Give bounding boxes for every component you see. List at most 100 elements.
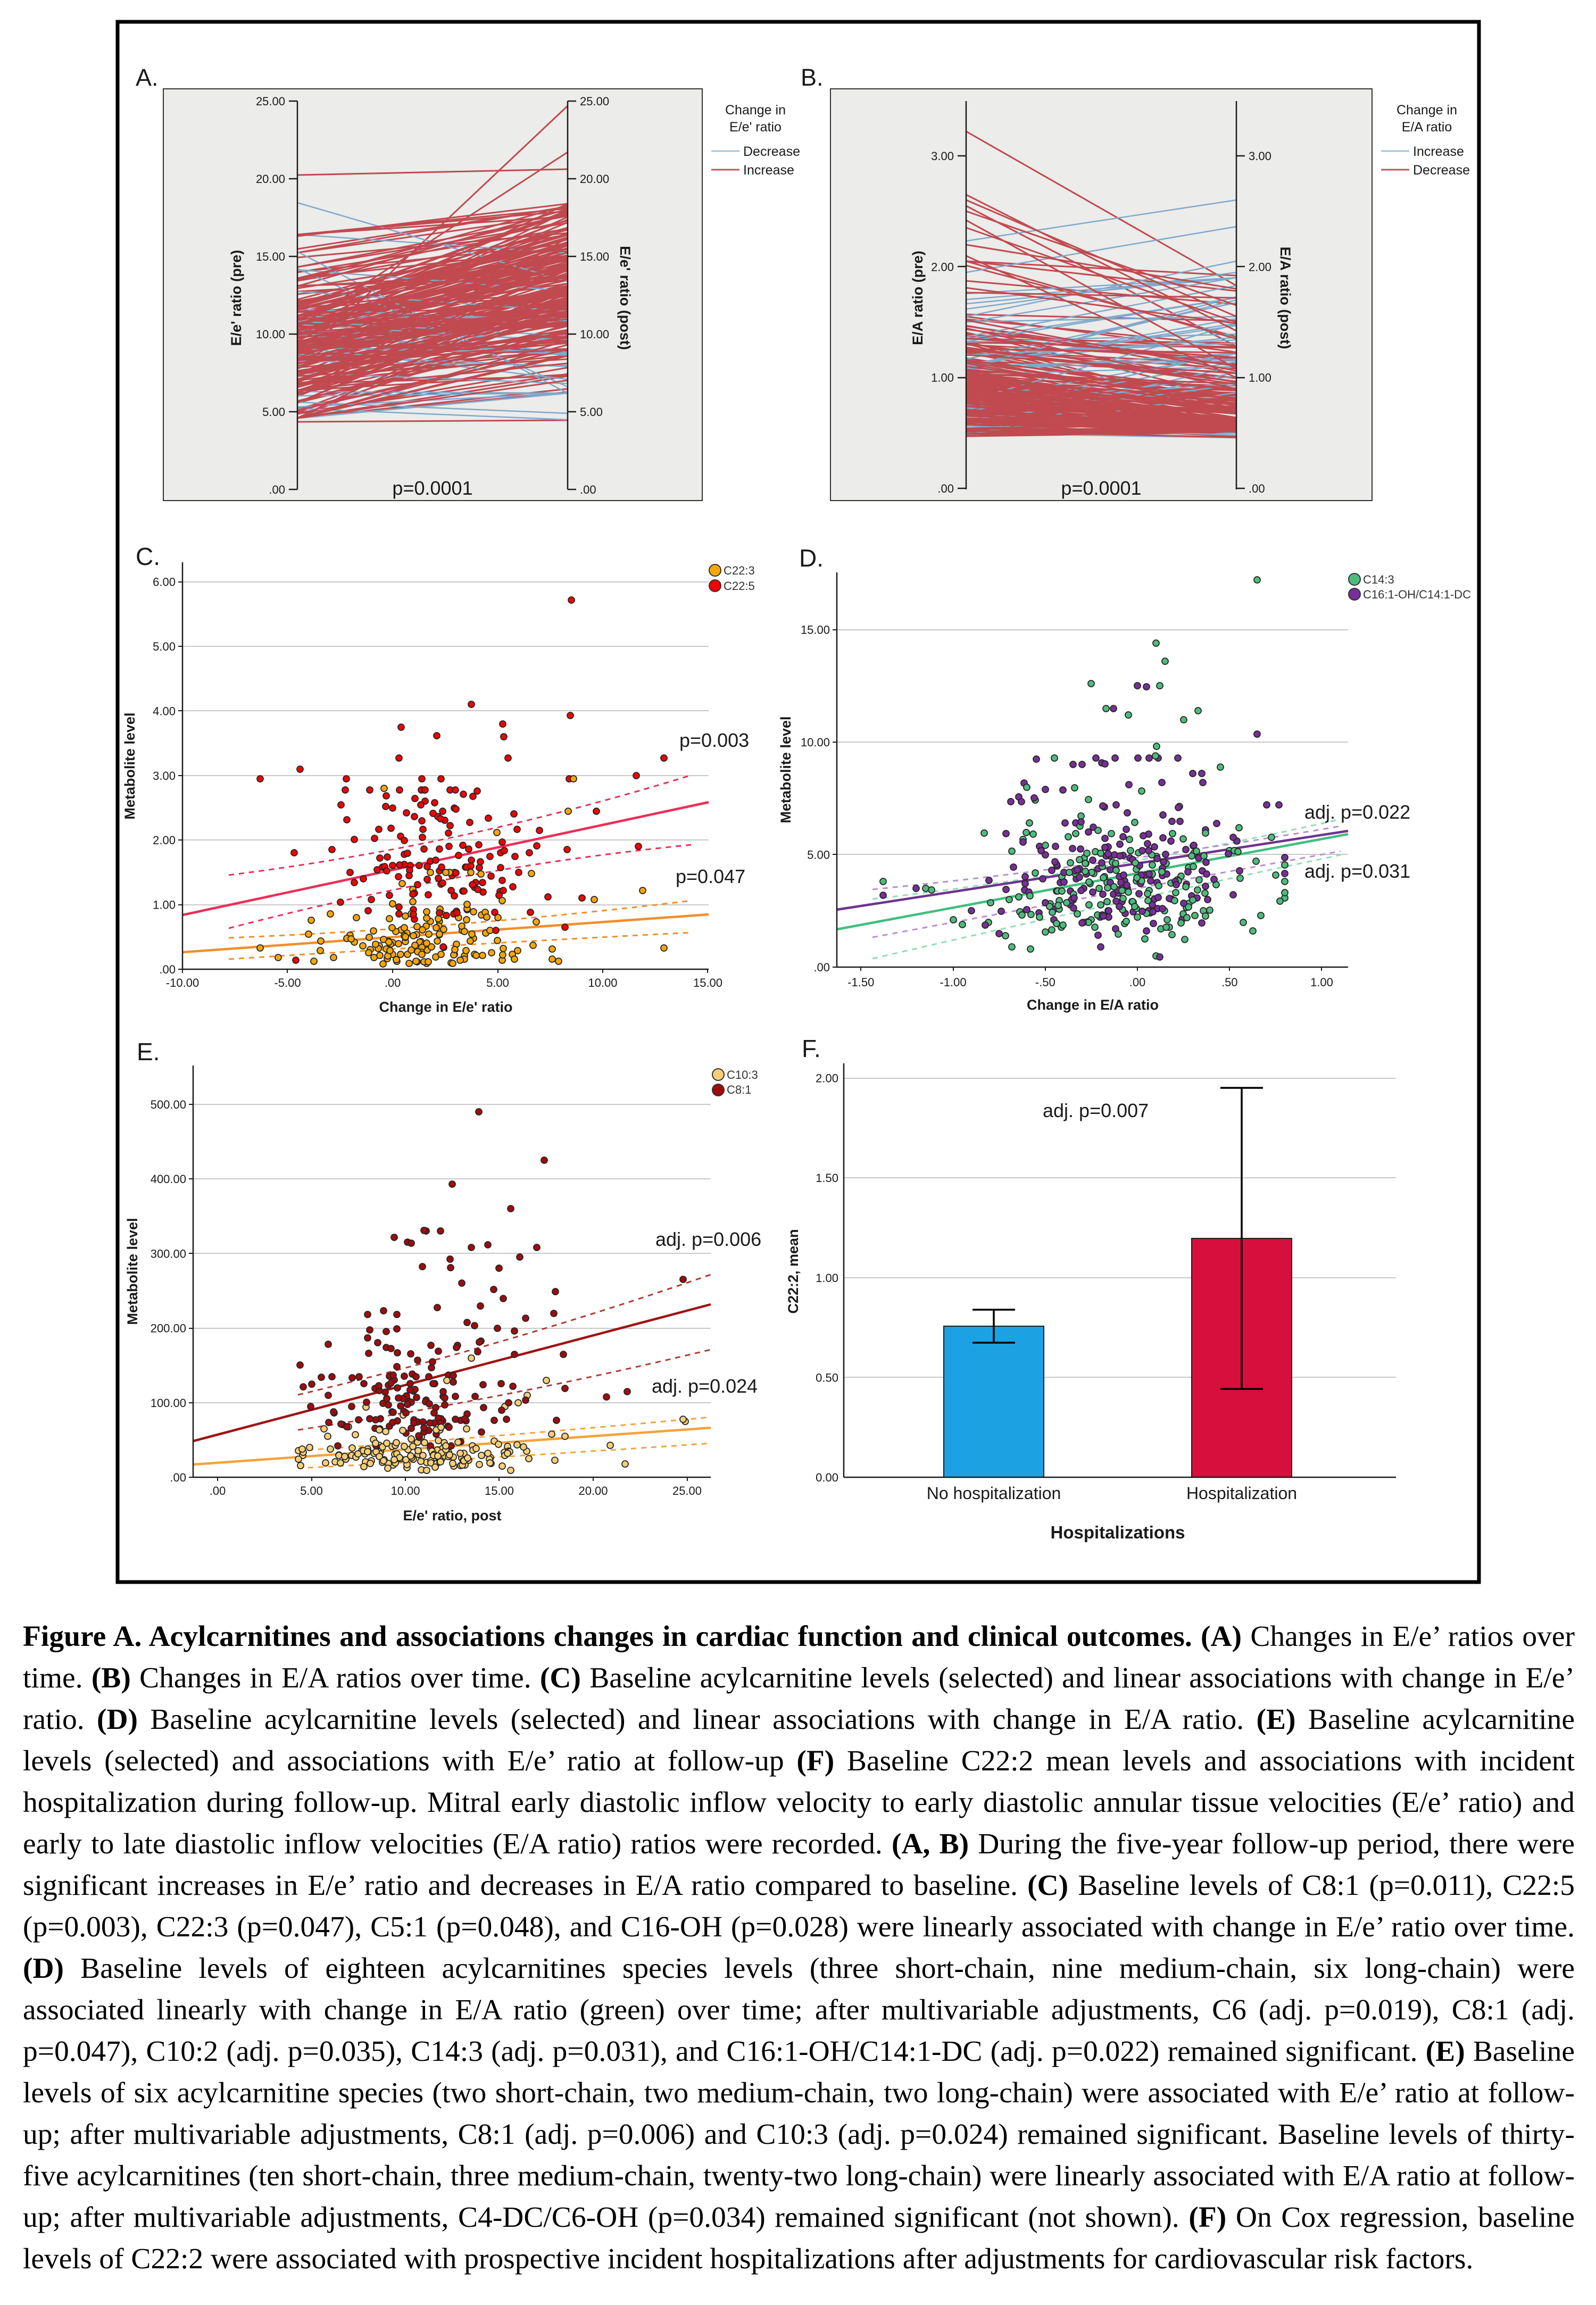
- svg-text:3.00: 3.00: [1249, 149, 1271, 163]
- svg-text:-5.00: -5.00: [274, 976, 301, 989]
- svg-text:Change in E/A ratio: Change in E/A ratio: [1027, 997, 1159, 1013]
- svg-text:Metabolite level: Metabolite level: [778, 716, 794, 823]
- svg-text:.50: .50: [1221, 976, 1238, 989]
- svg-text:25.00: 25.00: [580, 95, 609, 108]
- svg-text:C.: C.: [136, 543, 160, 570]
- svg-text:.00: .00: [385, 976, 401, 989]
- svg-text:F.: F.: [802, 1035, 821, 1062]
- svg-text:5.00: 5.00: [486, 976, 509, 989]
- svg-text:3.00: 3.00: [153, 769, 176, 783]
- svg-text:Decrease: Decrease: [743, 144, 800, 159]
- svg-text:10.00: 10.00: [580, 328, 609, 341]
- svg-text:200.00: 200.00: [151, 1322, 186, 1335]
- svg-text:10.00: 10.00: [588, 976, 617, 989]
- svg-text:.00: .00: [1249, 482, 1265, 495]
- svg-text:300.00: 300.00: [151, 1247, 186, 1260]
- svg-text:E.: E.: [137, 1038, 160, 1066]
- svg-text:E/e' ratio (post): E/e' ratio (post): [617, 246, 633, 350]
- svg-text:15.00: 15.00: [580, 250, 609, 263]
- svg-text:5.00: 5.00: [580, 405, 603, 419]
- svg-text:.00: .00: [1129, 976, 1146, 989]
- svg-text:0.00: 0.00: [816, 1471, 838, 1484]
- svg-text:20.00: 20.00: [256, 172, 285, 186]
- svg-text:500.00: 500.00: [151, 1098, 186, 1111]
- svg-text:.00: .00: [580, 483, 596, 496]
- svg-text:-10.00: -10.00: [166, 976, 199, 989]
- svg-text:.00: .00: [937, 482, 954, 495]
- svg-text:-1.00: -1.00: [940, 976, 966, 989]
- svg-text:Change in: Change in: [1396, 103, 1457, 118]
- svg-text:Hospitalization: Hospitalization: [1186, 1484, 1297, 1503]
- svg-text:1.00: 1.00: [931, 371, 954, 385]
- svg-text:.00: .00: [210, 1484, 226, 1497]
- svg-text:E/A ratio (post): E/A ratio (post): [1277, 247, 1293, 350]
- svg-text:Change in E/e' ratio: Change in E/e' ratio: [379, 999, 513, 1015]
- svg-text:15.00: 15.00: [693, 976, 722, 989]
- svg-text:adj. p=0.006: adj. p=0.006: [655, 1228, 761, 1250]
- svg-text:15.00: 15.00: [256, 250, 285, 263]
- svg-text:25.00: 25.00: [672, 1484, 702, 1497]
- svg-text:Decrease: Decrease: [1413, 163, 1470, 178]
- svg-text:p=0.0001: p=0.0001: [1061, 477, 1141, 499]
- svg-text:C8:1: C8:1: [727, 1083, 751, 1096]
- svg-text:C14:3: C14:3: [1363, 573, 1394, 586]
- svg-text:10.00: 10.00: [390, 1484, 420, 1497]
- svg-text:No hospitalization: No hospitalization: [927, 1484, 1061, 1503]
- svg-text:1.00: 1.00: [1310, 976, 1333, 989]
- svg-text:5.00: 5.00: [300, 1484, 323, 1497]
- svg-text:Metabolite level: Metabolite level: [122, 712, 138, 819]
- svg-text:C10:3: C10:3: [727, 1068, 758, 1081]
- svg-text:10.00: 10.00: [256, 328, 285, 341]
- svg-text:2.00: 2.00: [1249, 260, 1271, 273]
- svg-text:25.00: 25.00: [256, 95, 285, 108]
- svg-text:100.00: 100.00: [151, 1396, 186, 1410]
- svg-text:C22:5: C22:5: [724, 579, 755, 593]
- svg-text:Increase: Increase: [1413, 144, 1464, 159]
- svg-text:0.50: 0.50: [816, 1371, 838, 1384]
- svg-text:15.00: 15.00: [485, 1484, 514, 1497]
- svg-text:1.00: 1.00: [1249, 371, 1271, 385]
- svg-text:p=0.003: p=0.003: [679, 729, 749, 751]
- svg-text:E/A ratio: E/A ratio: [1402, 120, 1452, 135]
- svg-text:E/e' ratio: E/e' ratio: [729, 120, 782, 135]
- svg-text:Increase: Increase: [743, 163, 794, 178]
- svg-text:adj. p=0.007: adj. p=0.007: [1043, 1100, 1149, 1121]
- svg-text:Hospitalizations: Hospitalizations: [1050, 1522, 1185, 1542]
- svg-text:E/A ratio (pre): E/A ratio (pre): [910, 251, 926, 345]
- svg-text:Change in: Change in: [725, 103, 786, 118]
- svg-text:E/e' ratio, post: E/e' ratio, post: [403, 1508, 502, 1524]
- svg-text:B.: B.: [801, 64, 824, 91]
- svg-text:p=0.047: p=0.047: [676, 866, 745, 887]
- svg-text:adj. p=0.022: adj. p=0.022: [1304, 801, 1410, 823]
- svg-text:6.00: 6.00: [153, 576, 176, 589]
- svg-text:-.50: -.50: [1035, 976, 1055, 989]
- svg-text:.00: .00: [159, 963, 176, 976]
- svg-text:.00: .00: [813, 961, 830, 974]
- svg-text:C22:2, mean: C22:2, mean: [785, 1229, 801, 1313]
- svg-text:Metabolite level: Metabolite level: [124, 1218, 140, 1325]
- svg-text:3.00: 3.00: [931, 149, 954, 163]
- svg-text:5.00: 5.00: [807, 848, 830, 862]
- svg-text:D.: D.: [799, 544, 824, 572]
- svg-text:p=0.0001: p=0.0001: [392, 477, 472, 499]
- svg-text:2.00: 2.00: [816, 1072, 838, 1085]
- svg-text:1.00: 1.00: [816, 1271, 838, 1285]
- svg-text:A.: A.: [136, 64, 159, 91]
- svg-text:400.00: 400.00: [151, 1172, 186, 1186]
- svg-text:5.00: 5.00: [153, 640, 176, 653]
- svg-text:10.00: 10.00: [801, 736, 830, 749]
- svg-text:1.00: 1.00: [153, 898, 176, 912]
- svg-text:15.00: 15.00: [801, 623, 830, 637]
- svg-text:1.50: 1.50: [816, 1171, 838, 1185]
- svg-text:C22:3: C22:3: [724, 564, 755, 577]
- svg-text:E/e' ratio (pre): E/e' ratio (pre): [228, 250, 244, 346]
- svg-text:-1.50: -1.50: [847, 976, 874, 989]
- svg-text:C16:1-OH/C14:1-DC: C16:1-OH/C14:1-DC: [1363, 588, 1471, 601]
- svg-text:adj. p=0.024: adj. p=0.024: [652, 1375, 758, 1397]
- svg-text:.00: .00: [170, 1471, 186, 1484]
- svg-text:2.00: 2.00: [153, 834, 176, 847]
- svg-text:4.00: 4.00: [153, 704, 176, 718]
- svg-text:2.00: 2.00: [931, 260, 954, 273]
- svg-text:adj. p=0.031: adj. p=0.031: [1304, 860, 1410, 882]
- svg-text:5.00: 5.00: [262, 405, 285, 419]
